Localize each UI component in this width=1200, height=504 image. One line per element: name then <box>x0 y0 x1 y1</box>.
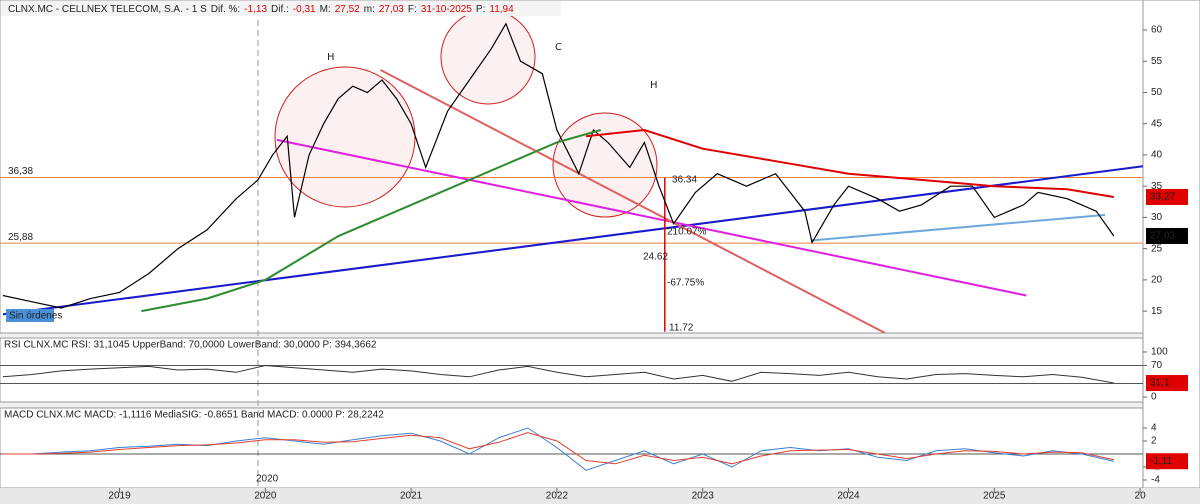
y-tick-label: -4 <box>1151 475 1160 486</box>
y-tick-label: 50 <box>1151 87 1163 98</box>
last-value-box <box>1146 227 1188 244</box>
last-value-label: 27,03 <box>1150 231 1175 242</box>
x-tick-label: 2025 <box>983 491 1006 502</box>
x-tick-label: 2024 <box>837 491 860 502</box>
order-badge <box>6 309 54 322</box>
y-tick-label: 0 <box>1151 392 1157 403</box>
series-line <box>585 128 1114 198</box>
last-value-box <box>1146 375 1188 392</box>
annotation: 24.62 <box>643 252 668 263</box>
trendline <box>380 69 886 333</box>
last-value-label: 31,1 <box>1150 378 1170 389</box>
header-field-value: -0,31 <box>293 4 316 15</box>
last-value-label: -1,11 <box>1150 456 1172 467</box>
series-line <box>2 427 1114 471</box>
y-tick-label: 60 <box>1151 25 1163 36</box>
header-field-label: F: <box>408 4 417 15</box>
y-tick-label: 20 <box>1151 275 1163 286</box>
x-tick-label: 2022 <box>546 491 569 502</box>
y-tick-label: 40 <box>1151 150 1163 161</box>
last-value-box <box>1146 453 1188 470</box>
x-tick-label: 2020 <box>254 491 277 502</box>
last-value-label: 33,27 <box>1150 192 1175 203</box>
header-field-value: 27,03 <box>379 4 404 15</box>
right-axis <box>1142 0 1200 489</box>
header-field-label: M: <box>320 4 331 15</box>
series-line <box>2 364 1114 384</box>
last-value-box <box>1146 188 1188 205</box>
y-tick-label: 25 <box>1151 243 1163 254</box>
y-tick-label: 4 <box>1151 423 1157 434</box>
annotation: 36.34 <box>672 175 697 186</box>
h-line-label: 25,88 <box>8 232 33 243</box>
header-field-label: m: <box>364 4 375 15</box>
series-line <box>141 129 601 313</box>
panel-title: RSI CLNX.MC RSI: 31,1045 UpperBand: 70,0… <box>4 340 377 351</box>
trendline <box>276 138 1027 297</box>
header-field-label: P: <box>476 4 485 15</box>
annotation: H <box>650 80 658 91</box>
y-tick-label: 70 <box>1151 360 1163 371</box>
header: CLNX.MC - CELLNEX TELECOM, S.A. - 1 S Dif… <box>8 4 514 15</box>
y-tick-label: 2 <box>1151 436 1157 447</box>
header-bg <box>1 1 561 16</box>
series-line <box>2 22 1115 309</box>
annotation: C <box>555 42 562 53</box>
trendline <box>810 213 1106 242</box>
plot <box>0 22 1143 333</box>
pattern-circle <box>440 9 536 105</box>
x-tick-label: 20 <box>1135 491 1147 502</box>
y-tick-label: 45 <box>1151 118 1163 129</box>
header-field-label: Dif. %: <box>211 4 240 15</box>
y-tick-label: 35 <box>1151 181 1163 192</box>
y-tick-label: 55 <box>1151 56 1163 67</box>
time-axis <box>0 488 1200 504</box>
annotation: -67.75% <box>667 278 704 289</box>
y-tick-label: 15 <box>1151 306 1163 317</box>
main-panel <box>0 0 1144 334</box>
series-line <box>2 432 1114 465</box>
x-tick-label: 2019 <box>108 491 131 502</box>
plot <box>0 427 1143 471</box>
annotation: H <box>327 52 335 63</box>
annotation: 11.72 <box>669 323 694 334</box>
h-line-label: 36,38 <box>8 166 33 177</box>
macd-panel <box>0 407 1144 489</box>
header-field-value: 31-10-2025 <box>421 4 473 15</box>
header-field-label: Dif.: <box>271 4 289 15</box>
header-title: CLNX.MC - CELLNEX TELECOM, S.A. - 1 S <box>8 4 207 15</box>
x-tick-label: 2023 <box>692 491 715 502</box>
y-tick-label: 30 <box>1151 212 1163 223</box>
plot <box>0 364 1143 385</box>
header-field-value: 27,52 <box>335 4 360 15</box>
pattern-circle <box>552 112 658 218</box>
trendline <box>2 165 1143 316</box>
x-tick-label: 2021 <box>400 491 423 502</box>
pattern-circle <box>274 66 416 208</box>
annotation: 210.07% <box>667 227 707 238</box>
order-label: Sin órdenes <box>9 311 62 322</box>
y-tick-label: 100 <box>1151 347 1168 358</box>
panel-title: MACD CLNX.MC MACD: -1,1116 MediaSIG: -0.… <box>4 410 384 421</box>
header-field-value: 11,94 <box>489 4 514 15</box>
period-label: 2020 <box>256 474 279 485</box>
header-field-value: -1,13 <box>244 4 267 15</box>
